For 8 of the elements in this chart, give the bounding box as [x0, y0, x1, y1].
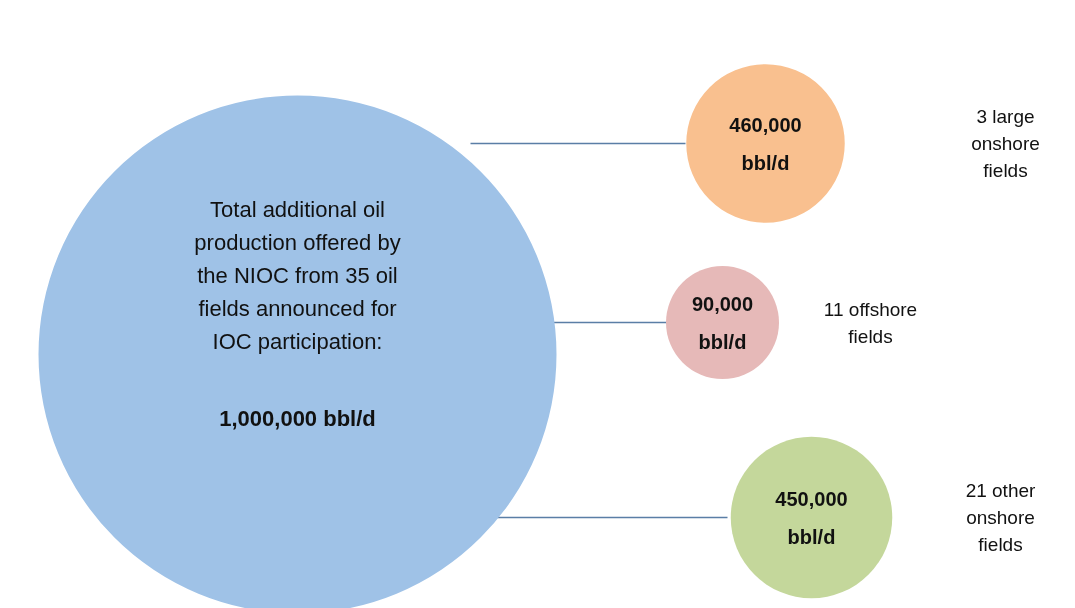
text: 1,000,000 bbl/d: [219, 406, 376, 431]
data-label: 450,000 bbl/d: [775, 487, 848, 548]
category-label: 21 other onshore fields: [965, 480, 1037, 555]
category-label: 3 large onshore fields: [971, 106, 1040, 181]
text: Total additional oil production offered by the NIOC from 35 oil fields announced for IOC participation:: [194, 197, 401, 354]
data-label: 460,000 bbl/d: [729, 113, 802, 174]
category-label: 11 offshore fields: [823, 298, 918, 347]
data-label: 90,000 bbl/d: [691, 292, 754, 353]
